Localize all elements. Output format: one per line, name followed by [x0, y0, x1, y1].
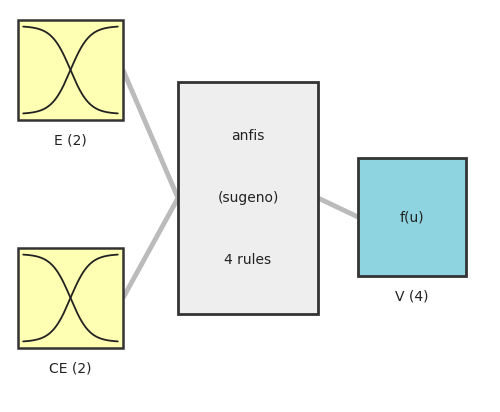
Bar: [178, 82, 318, 314]
Bar: [18, 248, 123, 348]
Text: f(u): f(u): [400, 210, 424, 224]
Bar: [358, 158, 466, 276]
Text: CE (2): CE (2): [49, 362, 92, 376]
Text: 4 rules: 4 rules: [224, 253, 272, 267]
Text: anfis: anfis: [232, 129, 264, 143]
Text: V (4): V (4): [395, 290, 429, 304]
Bar: [18, 20, 123, 120]
Text: (sugeno): (sugeno): [218, 191, 278, 205]
Text: E (2): E (2): [54, 134, 87, 148]
